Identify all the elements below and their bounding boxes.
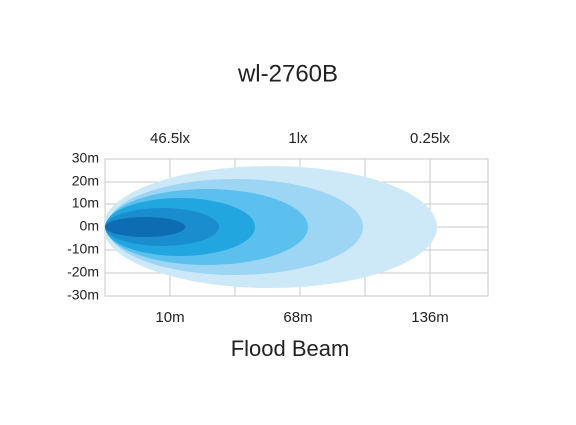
y-label: -10m bbox=[67, 241, 99, 257]
y-label: -20m bbox=[67, 264, 99, 280]
beam-zone bbox=[105, 217, 185, 237]
y-label: -30m bbox=[67, 287, 99, 303]
y-labels: 30m 20m 10m 0m -10m -20m -30m bbox=[67, 150, 99, 303]
y-label: 0m bbox=[80, 218, 99, 234]
x-label: 68m bbox=[283, 309, 312, 326]
lux-label: 0.25lx bbox=[410, 130, 451, 147]
y-label: 30m bbox=[72, 150, 99, 166]
y-label: 10m bbox=[72, 195, 99, 211]
title: wl-2760B bbox=[237, 60, 338, 87]
y-label: 20m bbox=[72, 173, 99, 189]
x-labels: 10m 68m 136m bbox=[155, 309, 448, 326]
x-label: 136m bbox=[411, 309, 449, 326]
lux-label: 46.5lx bbox=[150, 130, 191, 147]
x-label: 10m bbox=[155, 309, 184, 326]
beam bbox=[105, 166, 437, 288]
lux-label: 1lx bbox=[288, 130, 308, 147]
lux-labels: 46.5lx 1lx 0.25lx bbox=[150, 130, 451, 147]
caption: Flood Beam bbox=[231, 336, 350, 361]
